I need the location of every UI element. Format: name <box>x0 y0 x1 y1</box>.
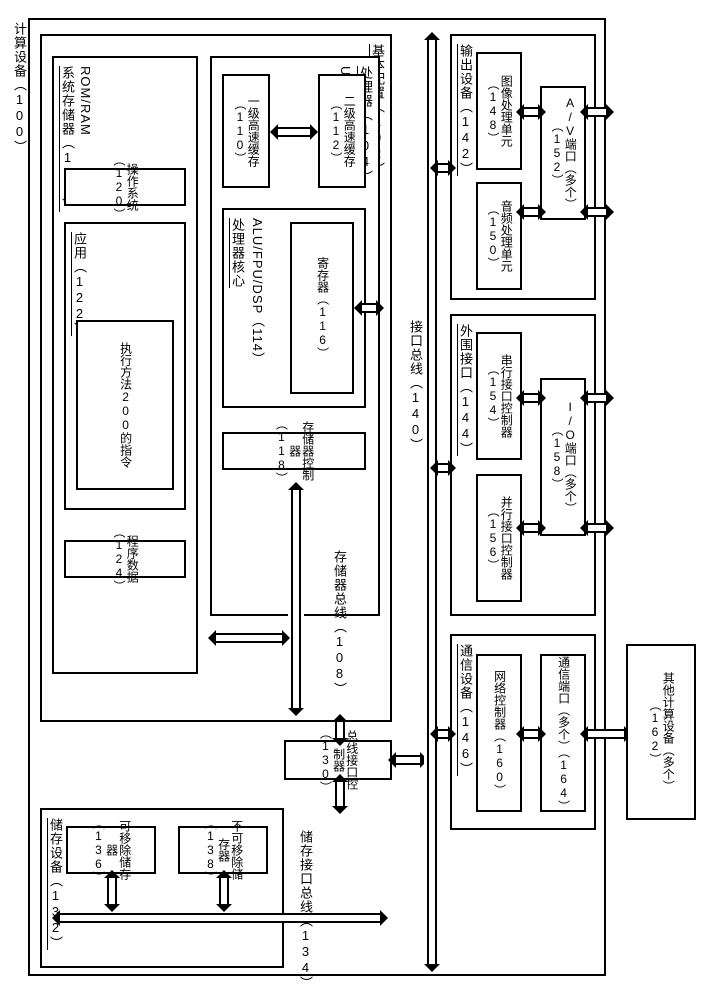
busctrl-bottom-arrow-icon <box>332 782 348 806</box>
l1-label: 一级高速缓存（110） <box>224 76 268 186</box>
periph-left-arrow-icon <box>438 460 448 476</box>
output-label: 输出设备（142） <box>456 44 475 176</box>
av-out-arrow-icon <box>588 104 606 120</box>
core-sub-label: ALU/FPU/DSP（114） <box>248 218 267 366</box>
net-port-arrow-icon <box>524 726 538 742</box>
serial-label: 串行接口控制器（154） <box>478 334 520 458</box>
l2-box: 二级高速缓存（112） <box>318 74 366 188</box>
prog-data-box: 程序数据（124） <box>64 540 186 578</box>
parallel-label: 并行接口控制器（156） <box>478 476 520 600</box>
instr-box: 执行方法200的指令 <box>76 320 174 490</box>
apu-label: 音频处理单元（150） <box>478 184 520 288</box>
av-label: A/V端口（多个）（152） <box>542 88 584 218</box>
parallel-box: 并行接口控制器（156） <box>476 474 522 602</box>
io-label: I/O端口（多个）（158） <box>542 380 584 534</box>
apu-box: 音频处理单元（150） <box>476 182 522 290</box>
other-box: 其他计算设备（多个）（162） <box>626 644 696 820</box>
instr-label: 执行方法200的指令 <box>78 322 172 488</box>
core-regs-arrow-icon <box>362 300 376 316</box>
removable-box: 可移除储存器（136） <box>66 826 156 874</box>
l1-box: 一级高速缓存（110） <box>222 74 270 188</box>
storage-bus-arrow-icon <box>60 910 380 926</box>
iface-bus-arrow-icon <box>424 40 440 964</box>
storage-bus-label: 储存接口总线（134） <box>296 830 315 990</box>
periph-label: 外围接口（144） <box>456 324 475 456</box>
l1-l2-arrow-icon <box>278 124 310 140</box>
nonremovable-label: 不可移除储存器（138） <box>180 828 266 872</box>
removable-arrow-icon <box>104 878 120 904</box>
comm-left-arrow-icon <box>438 726 448 742</box>
output-left-arrow-icon <box>438 160 448 176</box>
av-out-arrow2-icon <box>588 204 606 220</box>
parallel-io-arrow-icon <box>524 520 538 536</box>
registers-box: 寄存器（116） <box>290 222 354 394</box>
bus-ctrl-label: 总线接口控制器（130） <box>286 742 390 778</box>
os-label: 操作系统（120） <box>66 170 184 204</box>
nonremovable-arrow-icon <box>216 878 232 904</box>
io-out-arrow2-icon <box>588 520 606 536</box>
mem-ctrl-box: 存储器控制器（118） <box>222 432 366 470</box>
computing-device-label: 计算设备（100） <box>10 22 29 154</box>
l2-label: 二级高速缓存（112） <box>320 76 364 186</box>
mem-bus-arrow-icon <box>288 490 304 708</box>
commport-label: 通信端口（多个）（164） <box>542 656 584 810</box>
proc-to-bus-arrow-icon <box>216 630 282 646</box>
os-box: 操作系统（120） <box>64 168 186 206</box>
busctrl-right-arrow-icon <box>396 752 420 768</box>
removable-label: 可移除储存器（136） <box>68 828 154 872</box>
serial-io-arrow-icon <box>524 390 538 406</box>
io-out-arrow-icon <box>588 390 606 406</box>
sys-mem-type-label: ROM/RAM <box>78 66 93 136</box>
gpu-av-arrow-icon <box>524 104 538 120</box>
prog-data-label: 程序数据（124） <box>66 542 184 576</box>
apu-av-arrow-icon <box>524 204 538 220</box>
core-title-label: 处理器核心 <box>228 218 247 288</box>
gpu-label: 图像处理单元（148） <box>478 54 520 168</box>
comm-out-arrow-icon <box>588 726 624 742</box>
storage-label: 储存设备（132） <box>46 818 65 950</box>
mem-bus-label: 存储器总线（108） <box>330 550 349 696</box>
comm-label: 通信设备（146） <box>456 644 475 776</box>
other-label: 其他计算设备（多个）（162） <box>628 646 694 818</box>
net-label: 网络控制器（160） <box>478 656 520 810</box>
registers-label: 寄存器（116） <box>292 224 352 392</box>
iface-bus-label: 接口总线（140） <box>406 320 425 452</box>
nonremovable-box: 不可移除储存器（138） <box>178 826 268 874</box>
mem-ctrl-label: 存储器控制器（118） <box>224 434 364 468</box>
busctrl-top-arrow-icon <box>332 722 348 738</box>
